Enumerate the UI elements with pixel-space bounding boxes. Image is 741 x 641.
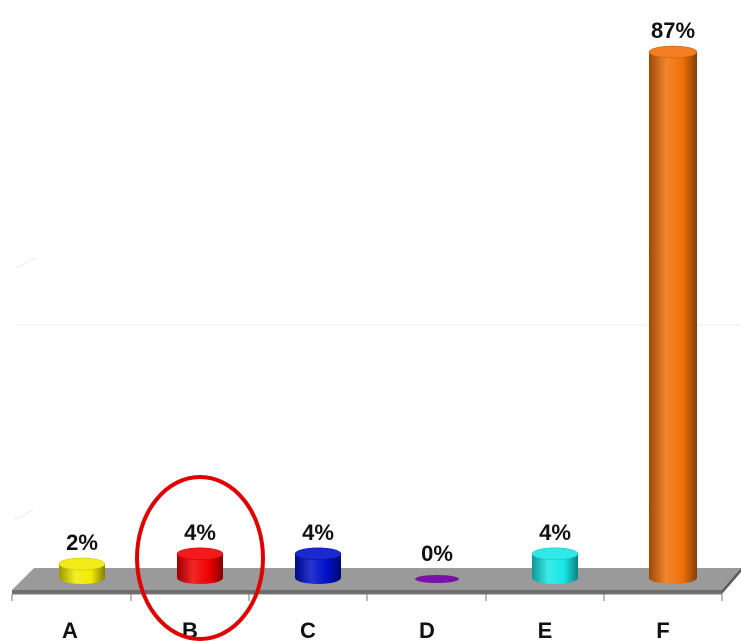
bar-E-top xyxy=(531,547,579,561)
bar-C-top xyxy=(294,547,342,561)
highlight-circle xyxy=(135,475,265,641)
bar-B-top xyxy=(176,547,224,561)
floor-side xyxy=(722,568,741,594)
bar-C xyxy=(294,547,342,584)
category-label-E: E xyxy=(538,618,553,641)
value-label-B: 4% xyxy=(184,520,216,545)
bar-B xyxy=(176,547,224,584)
highlight xyxy=(135,475,265,641)
floor-top xyxy=(12,568,741,590)
bar-A xyxy=(58,557,106,584)
category-label-A: A xyxy=(62,618,78,641)
bar-E-body xyxy=(532,553,578,584)
category-label-D: D xyxy=(419,618,435,641)
value-label-C: 4% xyxy=(302,520,334,545)
value-labels: 2% 4% 4% 0% 4% 87% xyxy=(66,18,695,566)
guide-line xyxy=(14,257,37,269)
bar-F-body xyxy=(649,52,697,584)
bar-D xyxy=(415,575,459,583)
chart-floor xyxy=(11,568,741,601)
value-label-E: 4% xyxy=(539,520,571,545)
value-label-D: 0% xyxy=(421,541,453,566)
bar-C-body xyxy=(295,553,341,584)
category-label-C: C xyxy=(300,618,316,641)
bar-B-body xyxy=(177,553,223,584)
bar-A-top xyxy=(58,557,106,571)
value-label-A: 2% xyxy=(66,530,98,555)
background-guides xyxy=(13,257,741,521)
value-label-F: 87% xyxy=(651,18,695,43)
bars xyxy=(58,45,698,584)
floor-front xyxy=(12,590,722,594)
bar-D-disc xyxy=(415,575,459,583)
bar-E xyxy=(531,547,579,584)
category-label-F: F xyxy=(656,618,669,641)
guide-line xyxy=(13,509,34,521)
bar-F-top xyxy=(648,45,698,59)
bar-F xyxy=(648,45,698,584)
